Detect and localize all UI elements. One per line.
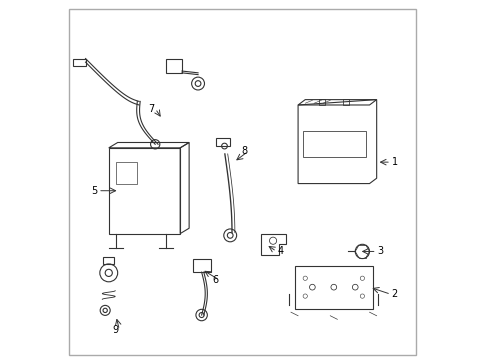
Text: 8: 8	[241, 147, 247, 157]
Bar	[165, 59, 182, 73]
Text: 6: 6	[212, 275, 219, 285]
Text: 2: 2	[390, 289, 397, 299]
Text: 1: 1	[391, 157, 397, 167]
Text: 9: 9	[113, 325, 119, 335]
Bar	[342, 99, 348, 105]
Text: 4: 4	[277, 247, 283, 256]
Bar	[103, 257, 114, 264]
Bar	[216, 138, 230, 146]
Text: 7: 7	[148, 104, 154, 113]
Bar	[73, 59, 85, 66]
Text: 3: 3	[376, 247, 383, 256]
Text: 5: 5	[91, 186, 98, 196]
Bar	[318, 99, 324, 105]
Bar	[192, 259, 210, 272]
